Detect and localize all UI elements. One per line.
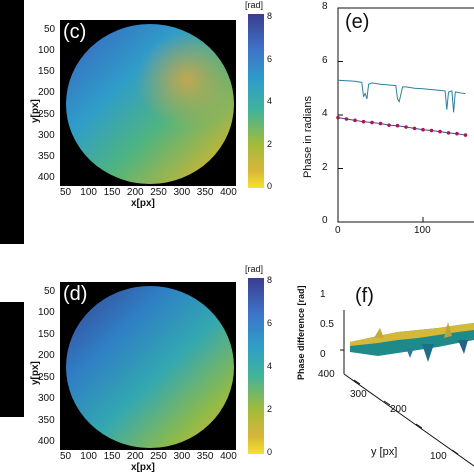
panel-e-data-point bbox=[404, 125, 408, 129]
panel_d-colorbar-tick: 4 bbox=[267, 361, 273, 371]
panel-e-fit-line bbox=[337, 117, 466, 136]
panel-f-ytick: 400 bbox=[318, 369, 335, 380]
panel-c-colorbar bbox=[248, 14, 264, 188]
panel_c-xtick: 300 bbox=[173, 187, 191, 198]
panel-f-zlabel: Phase difference [rad] bbox=[296, 285, 306, 380]
panel_c-xtick: 200 bbox=[126, 187, 144, 198]
panel-e-data-point bbox=[463, 133, 468, 137]
panel_c-xtick: 100 bbox=[80, 187, 97, 198]
panel_d-ytick: 300 bbox=[38, 393, 55, 405]
panel_c-colorbar-tick: 6 bbox=[267, 53, 273, 64]
panel-e-data-point bbox=[412, 126, 417, 131]
panel_d-colorbar-tick: 8 bbox=[267, 275, 273, 285]
panel-e-letter: (e) bbox=[345, 11, 370, 33]
panel_d-ytick: 100 bbox=[38, 307, 55, 319]
panel-e-ytick: 2 bbox=[322, 161, 328, 173]
panel_c-ytick: 200 bbox=[38, 87, 55, 99]
panel_c-xtick: 150 bbox=[103, 187, 121, 198]
panel-e-data-point bbox=[438, 129, 442, 134]
panel_c-ytick: 100 bbox=[38, 45, 55, 57]
panel_d-xtick: 350 bbox=[196, 451, 214, 462]
panel_d-ytick: 400 bbox=[38, 436, 55, 447]
panel_d-colorbar-tick: 2 bbox=[267, 404, 273, 414]
panel_d-xtick: 400 bbox=[220, 451, 237, 462]
panel-d-image: (d) bbox=[60, 282, 236, 450]
panel-f-letter: (f) bbox=[355, 285, 374, 307]
panel-e-xtick: 0 bbox=[335, 225, 341, 236]
panel_c-colorbar-tick: 4 bbox=[267, 96, 273, 106]
panel-e-ytick: 6 bbox=[322, 54, 328, 66]
panel-f-surface bbox=[340, 310, 474, 467]
panel-e-data-point bbox=[344, 117, 349, 121]
panel-c-letter: (c) bbox=[63, 21, 87, 43]
panel-e-data-point bbox=[370, 120, 374, 125]
panel-d-xlabel: x[px] bbox=[131, 462, 155, 473]
panel_c-colorbar-tick: 0 bbox=[267, 181, 273, 191]
panel-e-ytick: 0 bbox=[322, 215, 328, 226]
panel-e-series-line bbox=[337, 79, 466, 113]
panel_d-ytick: 250 bbox=[38, 371, 55, 383]
panel-f-ztick: 0 bbox=[320, 349, 326, 360]
panel-d-colorbar bbox=[248, 278, 264, 454]
panel_c-ytick: 50 bbox=[44, 24, 56, 35]
panel_d-xtick: 150 bbox=[103, 451, 121, 462]
panel_c-xtick: 250 bbox=[150, 187, 167, 198]
panel-d-ylabel: y[px] bbox=[30, 361, 41, 385]
panel_d-xtick: 50 bbox=[60, 451, 72, 462]
panel-f-ztick: 1 bbox=[320, 289, 326, 300]
panel-d-letter: (d) bbox=[63, 283, 88, 305]
panel_c-colorbar-tick: 8 bbox=[267, 11, 273, 21]
panel-e-ytick: 8 bbox=[322, 1, 328, 12]
panel_d-ytick: 50 bbox=[44, 286, 56, 297]
left-image-strip-top bbox=[0, 0, 24, 244]
panel_d-xtick: 100 bbox=[80, 451, 97, 462]
panel-e-data-point bbox=[336, 115, 340, 120]
panel-d-colorbar-unit: [rad] bbox=[245, 264, 264, 274]
panel_d-colorbar-tick: 0 bbox=[267, 447, 273, 457]
panel-c-colorbar-unit: [rad] bbox=[245, 0, 264, 10]
panel-e-ylabel: Phase in radians bbox=[302, 96, 314, 178]
panel-e-data-point bbox=[378, 121, 383, 126]
panel_c-xtick: 50 bbox=[60, 187, 72, 198]
panel-e-data-point bbox=[446, 131, 451, 135]
panel-e-data-point bbox=[421, 127, 425, 132]
panel_d-colorbar-tick: 6 bbox=[267, 318, 273, 328]
panel-e-frame bbox=[337, 7, 474, 223]
panel-f-ylabel: y [px] bbox=[371, 446, 398, 458]
panel-e-ytick: 4 bbox=[322, 108, 328, 119]
panel-f-ytick: 200 bbox=[390, 404, 407, 415]
panel_c-ytick: 350 bbox=[38, 150, 55, 162]
panel-e-data-point bbox=[455, 131, 459, 136]
panel-c-xlabel: x[px] bbox=[131, 198, 155, 209]
panel-e-plot bbox=[336, 7, 474, 223]
panel_c-ytick: 300 bbox=[38, 129, 55, 141]
panel_d-xtick: 300 bbox=[173, 451, 191, 462]
panel-c-image: (c) bbox=[60, 20, 236, 186]
left-image-strip-bottom bbox=[0, 302, 24, 417]
panel_d-xtick: 200 bbox=[126, 451, 144, 462]
panel_c-ytick: 150 bbox=[38, 66, 55, 78]
panel_d-ytick: 350 bbox=[38, 414, 55, 426]
panel-c-ylabel: y[px] bbox=[30, 99, 41, 123]
panel_c-colorbar-tick: 2 bbox=[267, 138, 273, 149]
panel-f-ytick: 300 bbox=[350, 389, 367, 400]
panel-e-data-point bbox=[387, 123, 391, 127]
panel_d-ytick: 150 bbox=[38, 328, 55, 340]
panel_c-xtick: 400 bbox=[220, 187, 237, 198]
panel_d-ytick: 200 bbox=[38, 350, 55, 362]
panel-f-ytick: 100 bbox=[430, 451, 447, 462]
panel_c-ytick: 400 bbox=[38, 172, 55, 183]
panel-f-ztick: 0.5 bbox=[320, 319, 334, 330]
panel_c-ytick: 250 bbox=[38, 108, 55, 120]
panel-e-data-point bbox=[429, 128, 434, 133]
panel-e-data-point bbox=[395, 123, 400, 128]
panel-e-data-point bbox=[353, 118, 357, 123]
panel_d-xtick: 250 bbox=[150, 451, 167, 462]
panel_c-xtick: 350 bbox=[196, 187, 214, 198]
panel-e-xtick: 100 bbox=[414, 225, 431, 236]
panel-e-data-point bbox=[361, 119, 366, 124]
